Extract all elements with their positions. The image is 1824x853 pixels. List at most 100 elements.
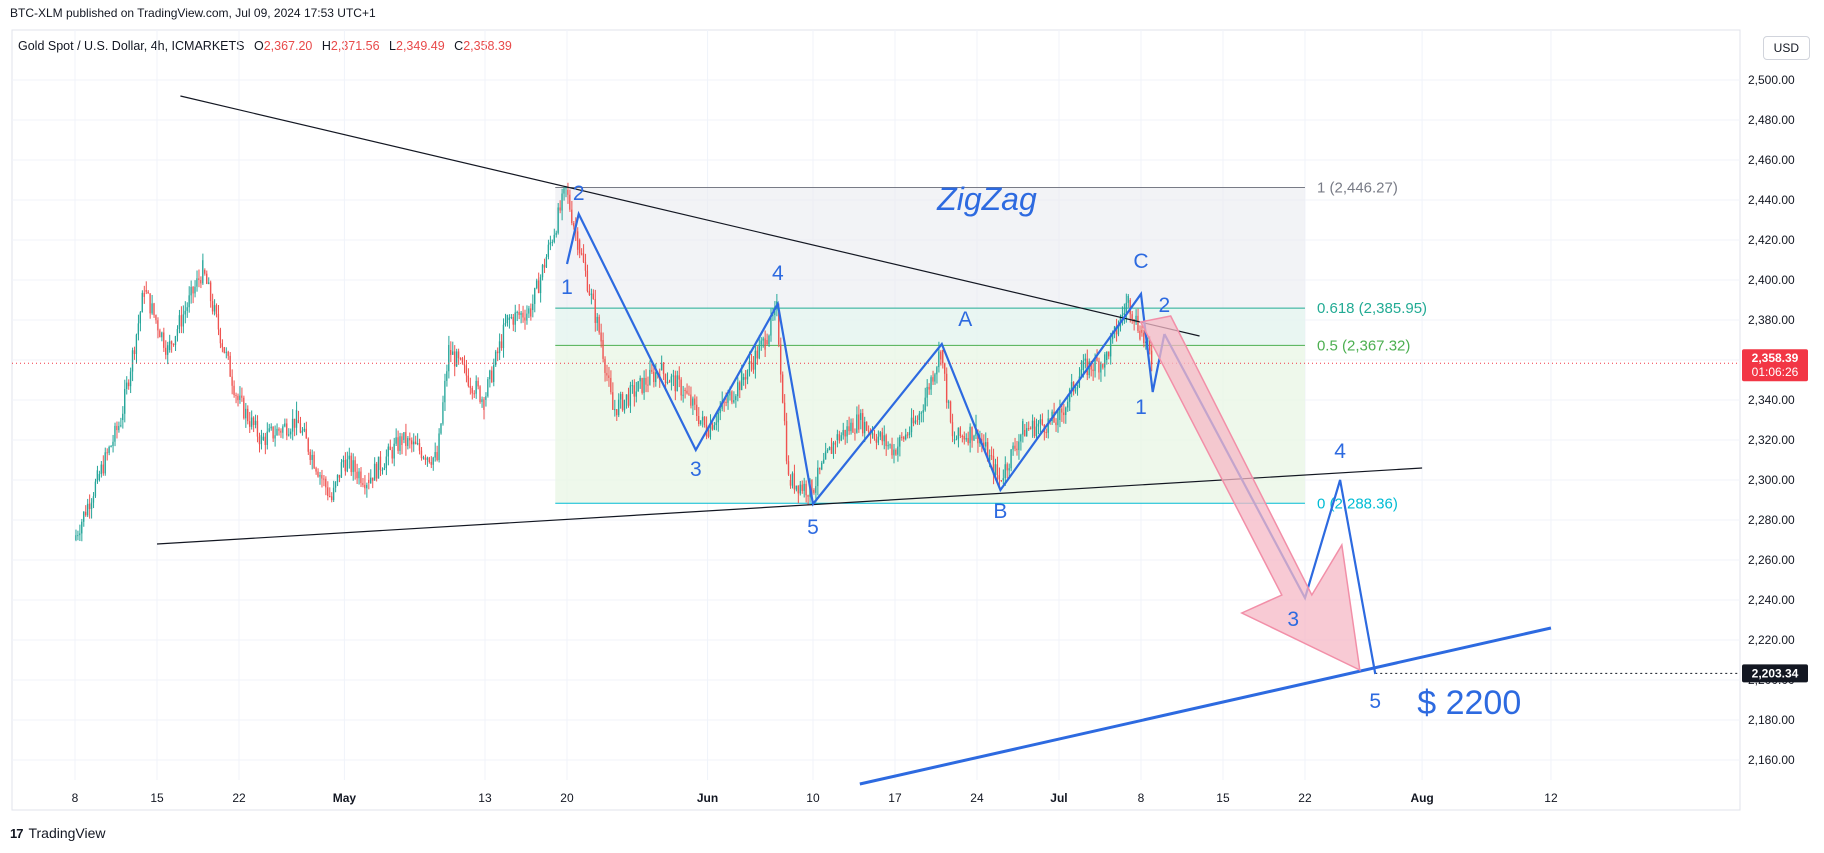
candle-body — [379, 456, 382, 470]
candle-body — [863, 421, 866, 434]
candle-body — [346, 459, 348, 472]
candle-body — [1012, 445, 1014, 450]
candle-body — [617, 399, 620, 416]
x-tick-label: 17 — [888, 791, 902, 805]
candle-body — [750, 361, 753, 364]
candle-body — [783, 402, 786, 422]
candle-body — [942, 350, 944, 364]
candle-body — [75, 535, 77, 540]
candle-body — [887, 445, 889, 447]
candle-body — [565, 186, 567, 189]
candle-body — [102, 464, 104, 474]
candle-body — [1094, 357, 1096, 372]
candle-body — [879, 432, 881, 437]
candle-body — [440, 423, 442, 434]
candle-body — [86, 503, 89, 516]
candle-body — [258, 436, 261, 445]
candle-body — [170, 341, 173, 344]
candle-body — [508, 317, 510, 320]
candle-body — [215, 305, 218, 314]
target-annotation: $ 2200 — [1417, 684, 1521, 722]
candle-body — [895, 450, 897, 455]
candle-body — [822, 459, 825, 463]
candle-body — [213, 305, 216, 312]
candle-body — [674, 375, 676, 392]
candle-body — [735, 396, 737, 401]
candle-body — [500, 341, 503, 349]
candle-body — [163, 332, 165, 348]
candle-body — [256, 420, 259, 437]
candle-body — [491, 370, 493, 382]
candle-body — [84, 511, 87, 516]
candle-body — [153, 303, 155, 316]
candle-body — [1088, 361, 1090, 375]
candle-body — [631, 385, 633, 387]
candle-body — [947, 401, 950, 403]
wave-label-3: 3 — [1287, 608, 1299, 631]
current-price-text: 2,358.39 — [1752, 351, 1799, 365]
candle-body — [366, 485, 368, 489]
candle-body — [225, 351, 227, 353]
candle-body — [110, 445, 112, 447]
candle-body — [959, 427, 961, 436]
candle-body — [420, 450, 423, 459]
candle-body — [494, 351, 497, 366]
candle-body — [928, 386, 930, 390]
candle-body — [848, 426, 850, 432]
candle-body — [1102, 364, 1104, 368]
candle-body — [754, 350, 756, 370]
candle-body — [1100, 364, 1102, 373]
candle-body — [1068, 389, 1071, 402]
candle-body — [467, 375, 469, 386]
fib-level-label: 0 (2,288.36) — [1317, 495, 1398, 512]
candle-body — [615, 409, 618, 416]
currency-selector[interactable]: USD — [1762, 36, 1810, 60]
publisher-info: BTC-XLM published on TradingView.com, Ju… — [10, 6, 376, 20]
candle-body — [953, 439, 956, 441]
candle-body — [448, 344, 450, 372]
x-tick-label: 12 — [1544, 791, 1558, 805]
candle-body — [951, 422, 954, 437]
tradingview-logo-icon: 17 — [10, 825, 24, 841]
candle-body — [188, 295, 190, 308]
candle-body — [901, 436, 903, 438]
candle-body — [532, 303, 534, 310]
candle-body — [545, 256, 548, 268]
candle-body — [1014, 445, 1016, 449]
candle-body — [276, 428, 278, 436]
candle-body — [90, 502, 93, 509]
candle-body — [100, 464, 102, 475]
candle-body — [955, 439, 958, 441]
candle-body — [670, 376, 673, 383]
candle-body — [430, 462, 432, 465]
candle-body — [1029, 428, 1032, 430]
candle-body — [407, 438, 409, 446]
candle-body — [653, 371, 655, 383]
candle-body — [641, 377, 643, 393]
candle-body — [260, 435, 263, 445]
candle-body — [418, 443, 421, 451]
candle-body — [655, 372, 657, 383]
candle-body — [483, 399, 485, 410]
candle-body — [469, 385, 471, 388]
candle-body — [629, 385, 632, 406]
candle-body — [317, 471, 319, 477]
candle-body — [602, 340, 604, 359]
candle-body — [200, 280, 202, 284]
candle-body — [604, 358, 606, 373]
candle-body — [122, 413, 124, 420]
candle-body — [104, 452, 106, 474]
candle-body — [861, 413, 864, 434]
candle-body — [1117, 327, 1120, 335]
candle-body — [180, 315, 182, 327]
y-tick-label: 2,160.00 — [1748, 753, 1795, 767]
high-value: 2,371.56 — [330, 39, 380, 53]
candle-body — [965, 437, 967, 440]
y-tick-label: 2,240.00 — [1748, 593, 1795, 607]
candle-body — [990, 455, 993, 457]
candle-body — [789, 480, 792, 486]
candle-body — [81, 521, 83, 534]
candle-body — [399, 436, 401, 451]
candle-body — [902, 437, 905, 440]
